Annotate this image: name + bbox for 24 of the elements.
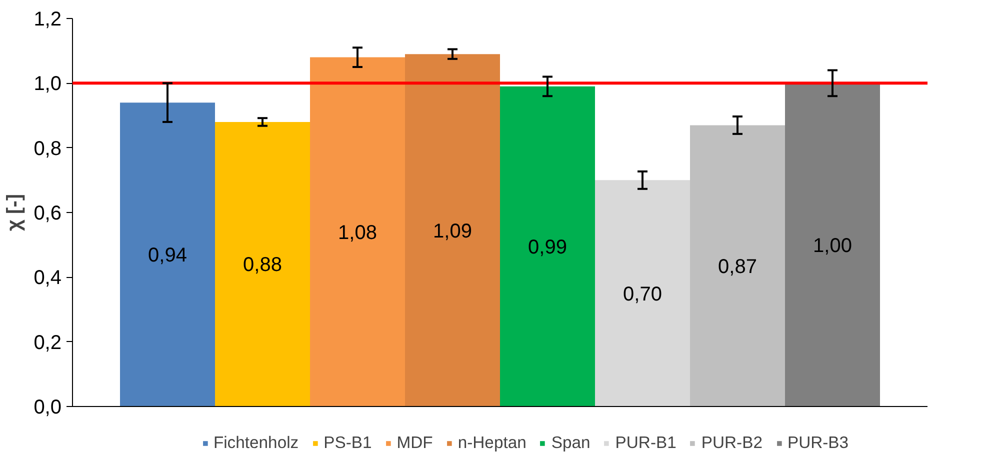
legend-label: PUR-B3 bbox=[787, 433, 849, 453]
y-tick-label: 0,8 bbox=[34, 138, 62, 160]
legend-label: MDF bbox=[396, 433, 433, 453]
data-label: 1,08 bbox=[338, 222, 377, 244]
y-tick-label: 0,0 bbox=[34, 396, 62, 418]
y-tick-label: 1,0 bbox=[34, 73, 62, 96]
data-label: 0,87 bbox=[718, 256, 757, 278]
data-label: 0,70 bbox=[623, 283, 662, 306]
data-label: 1,09 bbox=[433, 220, 472, 242]
legend-label: PS-B1 bbox=[324, 433, 372, 453]
data-label: 1,00 bbox=[813, 234, 852, 257]
legend-label: PUR-B2 bbox=[701, 433, 762, 453]
data-label: 0,88 bbox=[243, 254, 282, 276]
y-tick-label: 0,4 bbox=[34, 267, 62, 290]
data-label: 0,99 bbox=[528, 236, 567, 258]
y-tick-label: 0,2 bbox=[34, 332, 62, 354]
y-tick-label: 1,2 bbox=[34, 8, 62, 30]
legend-label: n-Heptan bbox=[458, 433, 526, 453]
data-label: 0,94 bbox=[148, 244, 187, 267]
legend-label: Fichtenholz bbox=[213, 433, 299, 453]
y-tick-label: 0,6 bbox=[34, 202, 62, 224]
legend-label: Span bbox=[551, 433, 590, 453]
legend-label: PUR-B1 bbox=[615, 433, 676, 453]
y-axis-title: χ [-] bbox=[4, 194, 26, 232]
